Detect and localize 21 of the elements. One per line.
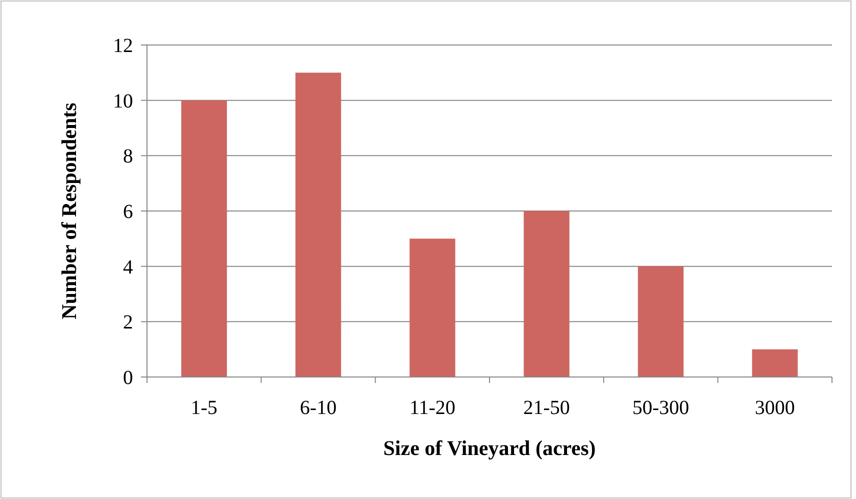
- bar: [295, 72, 342, 377]
- bar: [638, 266, 684, 377]
- bar: [752, 349, 798, 377]
- x-tick-label: 1-5: [190, 397, 218, 419]
- y-tick-label: 12: [113, 35, 133, 57]
- x-tick-label: 3000: [754, 397, 795, 419]
- x-tick-label: 11-20: [409, 397, 456, 419]
- y-tick-label: 2: [123, 312, 133, 334]
- y-tick-label: 6: [123, 201, 133, 223]
- x-tick-label: 6-10: [300, 397, 337, 419]
- bar: [524, 211, 570, 377]
- y-tick-label: 0: [123, 367, 133, 389]
- bar: [181, 100, 227, 377]
- y-tick-label: 8: [123, 146, 133, 168]
- y-axis-title: Number of Respondents: [57, 102, 81, 320]
- x-axis-title: Size of Vineyard (acres): [383, 436, 596, 460]
- x-tick-label: 50-300: [632, 397, 690, 419]
- bar: [410, 238, 456, 377]
- x-tick-label: 21-50: [523, 397, 570, 419]
- y-tick-label: 4: [123, 256, 133, 278]
- y-tick-label: 10: [113, 90, 133, 112]
